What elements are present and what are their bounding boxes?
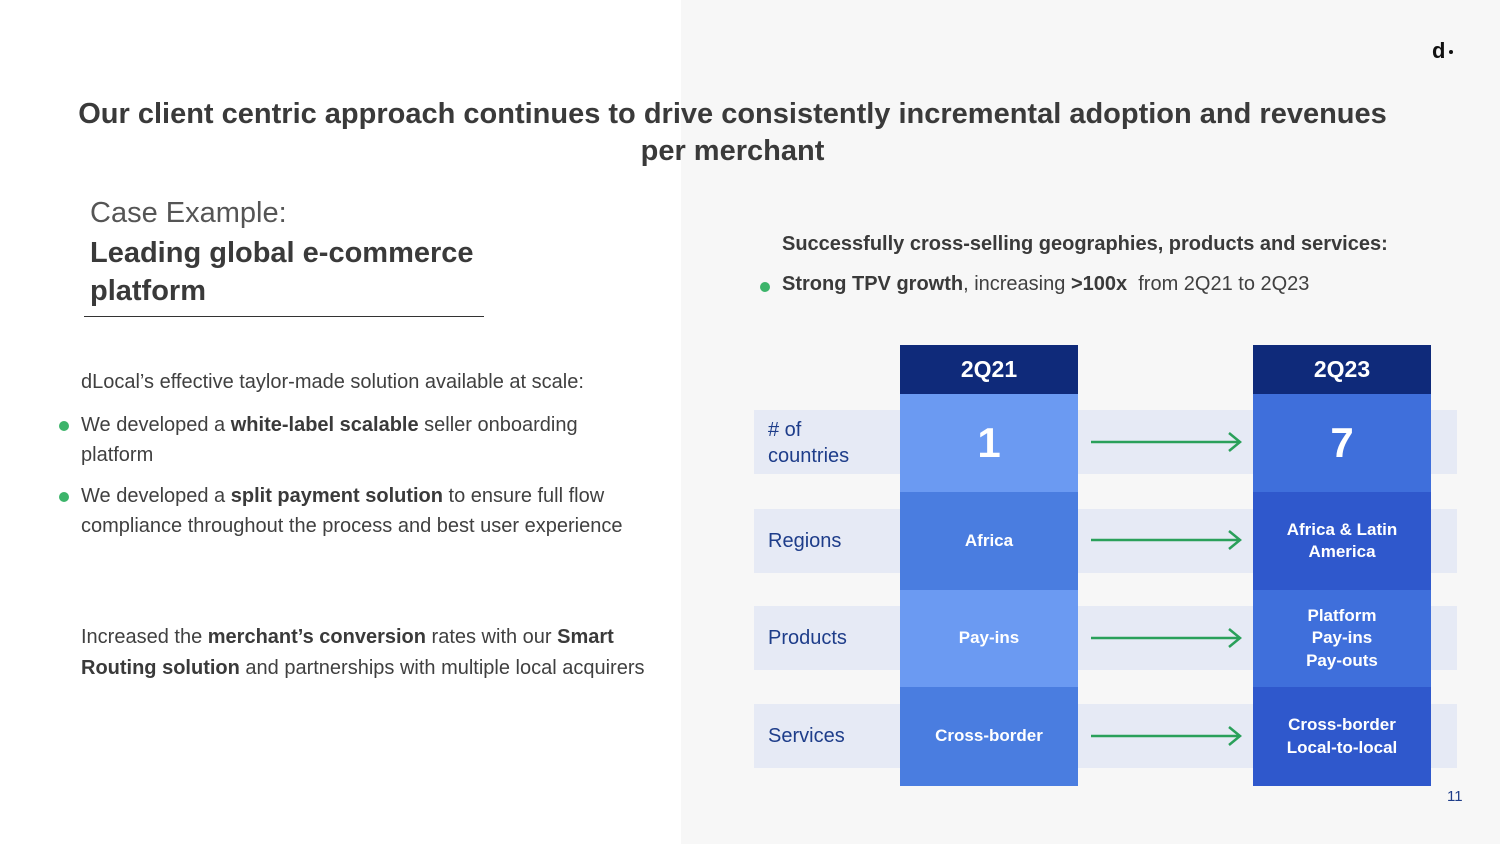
cell-2q23-services: Cross-border Local-to-local bbox=[1253, 687, 1431, 786]
page-title: Our client centric approach continues to… bbox=[78, 98, 1387, 167]
case-example-title: Leading global e-commerce platform bbox=[90, 237, 474, 307]
cell-2q21-products: Pay-ins bbox=[900, 590, 1078, 687]
row-label-countries: # of countries bbox=[768, 419, 850, 467]
arrow-right-icon bbox=[1091, 726, 1242, 746]
cell-2q21-countries: 1 bbox=[900, 394, 1078, 492]
cell-2q23-regions: Africa & Latin America bbox=[1253, 492, 1431, 590]
dlocal-logo: d bbox=[1432, 38, 1454, 64]
cell-2q23-products: Platform Pay-ins Pay-outs bbox=[1253, 590, 1431, 687]
cell-2q23-countries: 7 bbox=[1253, 394, 1431, 492]
arrow-right-icon bbox=[1091, 628, 1242, 648]
bullet-split-payment: We developed a split payment solution to… bbox=[59, 481, 651, 541]
column-header-2q23: 2Q23 bbox=[1253, 345, 1431, 394]
page-number: 11 bbox=[1447, 788, 1463, 805]
column-header-2q21: 2Q21 bbox=[900, 345, 1078, 394]
cell-2q21-services: Cross-border bbox=[900, 687, 1078, 786]
intro-text: dLocal’s effective taylor-made solution … bbox=[81, 371, 584, 393]
case-example-label: Case Example: bbox=[90, 197, 287, 229]
tpv-growth-bullet: Strong TPV growth, increasing >100x from… bbox=[759, 273, 1310, 295]
row-label-regions: Regions bbox=[768, 530, 842, 552]
arrow-right-icon bbox=[1091, 530, 1242, 550]
bullet-white-label: We developed a white-label scalable sell… bbox=[59, 410, 651, 470]
cross-selling-heading: Successfully cross-selling geographies, … bbox=[782, 233, 1388, 255]
cell-2q21-regions: Africa bbox=[900, 492, 1078, 590]
divider bbox=[84, 316, 484, 317]
row-label-products: Products bbox=[768, 627, 847, 649]
conversion-paragraph: Increased the merchant’s conversion rate… bbox=[81, 626, 645, 679]
row-label-services: Services bbox=[768, 725, 845, 747]
arrow-right-icon bbox=[1091, 432, 1242, 452]
